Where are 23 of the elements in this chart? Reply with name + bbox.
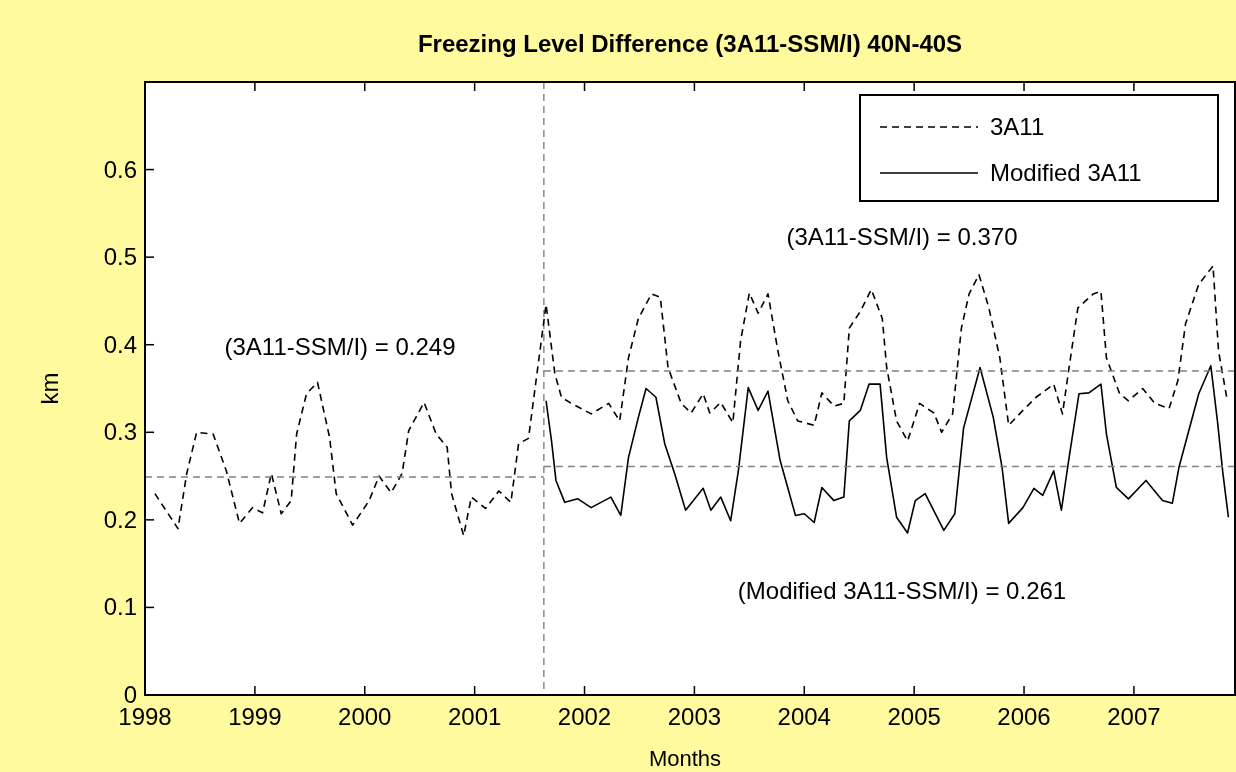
x-tick-label: 2006 (997, 703, 1051, 730)
x-tick-label: 2004 (777, 703, 831, 730)
y-tick-label: 0.6 (103, 155, 137, 183)
legend-label: 3A11 (990, 113, 1045, 140)
x-tick-label: 2003 (667, 703, 722, 730)
y-tick-label: 0.2 (103, 505, 137, 533)
x-tick-label: 2007 (1107, 703, 1161, 730)
x-tick-label: 2000 (338, 703, 392, 730)
x-tick-label: 2005 (887, 703, 941, 730)
y-tick-label: 0.5 (103, 243, 137, 271)
y-tick-label: 0.3 (103, 418, 137, 446)
annotation: (3A11-SSM/I) = 0.370 (786, 223, 1018, 250)
x-tick-label: 2002 (557, 703, 612, 730)
x-axis-title: Months (648, 746, 722, 771)
annotation: (3A11-SSM/I) = 0.249 (224, 333, 456, 360)
legend-label: Modified 3A11 (990, 159, 1142, 186)
annotation: (Modified 3A11-SSM/I) = 0.261 (737, 577, 1067, 604)
x-tick-label: 2001 (447, 703, 502, 730)
y-tick-label: 0.1 (103, 593, 137, 621)
y-tick-label: 0.4 (103, 330, 137, 358)
chart-title: Freezing Level Difference (3A11-SSM/I) 40N-40S (417, 30, 963, 57)
x-tick-label: 1999 (228, 703, 282, 730)
y-axis-title: km (36, 372, 63, 405)
